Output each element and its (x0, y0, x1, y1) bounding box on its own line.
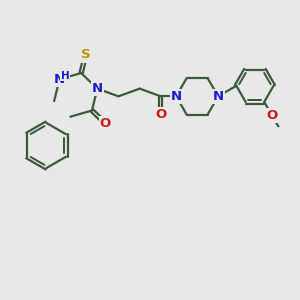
Text: O: O (100, 117, 111, 130)
Text: N: N (92, 82, 103, 95)
Text: H: H (61, 71, 69, 81)
Text: O: O (266, 109, 278, 122)
Text: S: S (81, 49, 90, 62)
Text: N: N (54, 73, 65, 86)
Text: N: N (213, 90, 224, 103)
Text: N: N (171, 90, 182, 103)
Text: O: O (155, 108, 166, 121)
